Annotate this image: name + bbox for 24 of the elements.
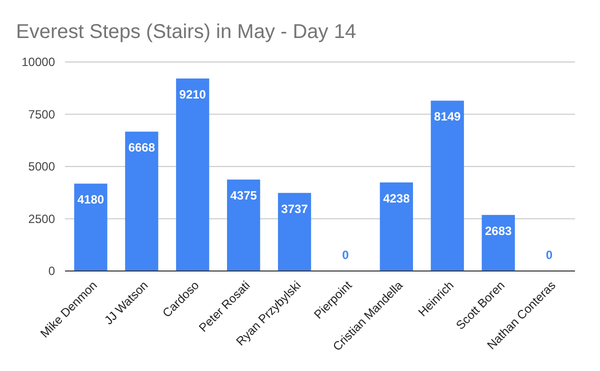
bar	[430, 100, 464, 271]
y-tick-label: 2500	[28, 212, 56, 226]
data-label: 8149	[434, 110, 462, 124]
bar	[176, 78, 210, 271]
data-label: 2683	[484, 224, 512, 238]
y-tick-label: 0	[48, 264, 56, 278]
data-label: 6668	[128, 140, 156, 155]
bar	[380, 182, 413, 271]
data-label: 0	[546, 248, 553, 262]
bar	[227, 180, 260, 271]
data-label: 4375	[230, 188, 258, 203]
bar	[482, 214, 515, 271]
y-tick-label: 5000	[28, 160, 56, 174]
data-label: 4180	[77, 192, 104, 207]
data-label: 3737	[281, 202, 308, 216]
y-tick-label: 10000	[22, 55, 56, 70]
bar	[278, 192, 312, 271]
data-label: 0	[342, 248, 350, 262]
bar	[125, 132, 158, 271]
chart-title: Everest Steps (Stairs) in May - Day 14	[16, 21, 356, 43]
data-label: 4238	[383, 191, 410, 206]
y-tick-label: 7500	[28, 107, 56, 122]
bar	[74, 184, 108, 271]
data-label: 9210	[179, 88, 206, 102]
